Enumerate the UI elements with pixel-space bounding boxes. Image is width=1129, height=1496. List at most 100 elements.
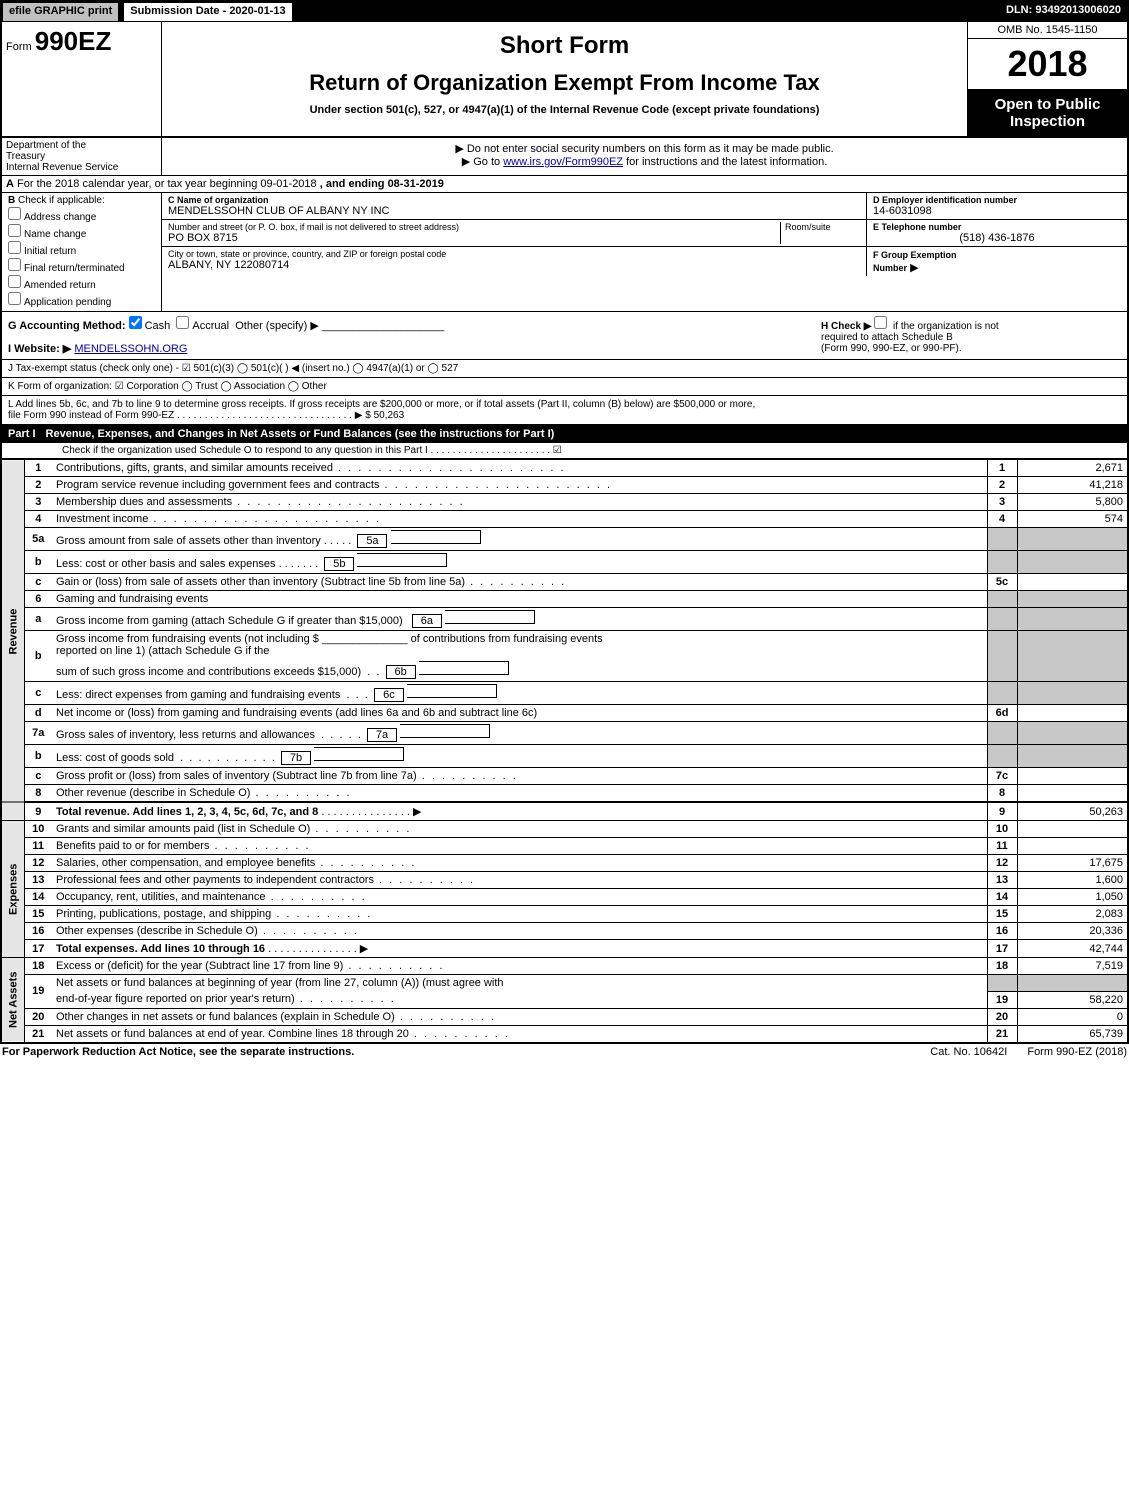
cb-h-schedule-b[interactable] xyxy=(874,316,887,329)
line-6d-num: d xyxy=(24,705,52,722)
block-bcdef: B Check if applicable: Address change Na… xyxy=(2,193,1127,312)
line-6a-desc: Gross income from gaming (attach Schedul… xyxy=(52,608,987,631)
line-14-num: 14 xyxy=(24,889,52,906)
line-3-desc: Membership dues and assessments xyxy=(52,494,987,511)
line-17-val: 42,744 xyxy=(1017,940,1127,958)
page-footer: For Paperwork Reduction Act Notice, see … xyxy=(0,1044,1129,1060)
instruction-goto: Go to www.irs.gov/Form990EZ for instruct… xyxy=(166,155,1123,168)
line-13-val: 1,600 xyxy=(1017,872,1127,889)
row-gh: G Accounting Method: Cash Accrual Other … xyxy=(2,312,1127,360)
department-label: Department of the Treasury Internal Reve… xyxy=(2,138,162,175)
line-1-desc: Contributions, gifts, grants, and simila… xyxy=(52,460,987,477)
line-20-desc: Other changes in net assets or fund bala… xyxy=(52,1008,987,1025)
line-19-num: 19 xyxy=(24,975,52,1009)
line-16-val: 20,336 xyxy=(1017,923,1127,940)
line-13-box: 13 xyxy=(987,872,1017,889)
cb-address-change[interactable]: Address change xyxy=(8,207,155,223)
h-check-block: H Check ▶ if the organization is not req… xyxy=(821,316,1121,355)
cb-accrual[interactable] xyxy=(176,316,189,329)
g-other: Other (specify) ▶ xyxy=(235,320,319,332)
goto-post: for instructions and the latest informat… xyxy=(626,156,827,168)
address-city-block: City or town, state or province, country… xyxy=(162,247,867,276)
line-18-desc: Excess or (deficit) for the year (Subtra… xyxy=(52,958,987,975)
line-21-val: 65,739 xyxy=(1017,1025,1127,1042)
line-7a-num: 7a xyxy=(24,722,52,745)
line-6b-num: b xyxy=(24,631,52,682)
dept-line1: Department of the xyxy=(6,140,157,151)
addr-label: Number and street (or P. O. box, if mail… xyxy=(168,222,780,232)
line-1-val: 2,671 xyxy=(1017,460,1127,477)
line-6d-val xyxy=(1017,705,1127,722)
form-header: Form 990EZ Short Form Return of Organiza… xyxy=(2,22,1127,138)
line-17-num: 17 xyxy=(24,940,52,958)
row-a-ending: , and ending 08-31-2019 xyxy=(320,178,444,190)
cb-amended-return[interactable]: Amended return xyxy=(8,275,155,291)
cb-application-pending[interactable]: Application pending xyxy=(8,292,155,308)
line-17-box: 17 xyxy=(987,940,1017,958)
line-9-val: 50,263 xyxy=(1017,802,1127,821)
cb-cash[interactable] xyxy=(129,316,142,329)
line-14-desc: Occupancy, rent, utilities, and maintena… xyxy=(52,889,987,906)
line-2-val: 41,218 xyxy=(1017,477,1127,494)
line-19-desc-2: end-of-year figure reported on prior yea… xyxy=(52,991,987,1008)
line-5a-val-grey xyxy=(1017,528,1127,551)
cb-name-change[interactable]: Name change xyxy=(8,224,155,240)
open-to-public-badge: Open to Public Inspection xyxy=(968,90,1127,136)
line-15-box: 15 xyxy=(987,906,1017,923)
efile-print-button[interactable]: efile GRAPHIC print xyxy=(2,2,119,22)
line-7c-box: 7c xyxy=(987,768,1017,785)
line-3-val: 5,800 xyxy=(1017,494,1127,511)
line-11-val xyxy=(1017,838,1127,855)
line-13-desc: Professional fees and other payments to … xyxy=(52,872,987,889)
line-2-desc: Program service revenue including govern… xyxy=(52,477,987,494)
c-org-name-block: C Name of organization MENDELSSOHN CLUB … xyxy=(162,193,867,219)
line-18-box: 18 xyxy=(987,958,1017,975)
expenses-category-label: Expenses xyxy=(2,821,24,958)
line-2-box: 2 xyxy=(987,477,1017,494)
line-1-box: 1 xyxy=(987,460,1017,477)
line-12-num: 12 xyxy=(24,855,52,872)
irs-link[interactable]: www.irs.gov/Form990EZ xyxy=(503,156,623,168)
cb-initial-return[interactable]: Initial return xyxy=(8,241,155,257)
line-5a-desc: Gross amount from sale of assets other t… xyxy=(52,528,987,551)
section-cdef: C Name of organization MENDELSSOHN CLUB … xyxy=(162,193,1127,311)
line-8-desc: Other revenue (describe in Schedule O) xyxy=(52,785,987,803)
line-10-box: 10 xyxy=(987,821,1017,838)
line-12-box: 12 xyxy=(987,855,1017,872)
row-k-form-org: K Form of organization: ☑ Corporation ◯ … xyxy=(2,378,1127,396)
tax-year: 2018 xyxy=(968,39,1127,90)
form-container: efile GRAPHIC print Submission Date - 20… xyxy=(0,0,1129,1044)
line-16-num: 16 xyxy=(24,923,52,940)
website-link[interactable]: MENDELSSOHN.ORG xyxy=(74,343,187,355)
row-j-tax-exempt: J Tax-exempt status (check only one) - ☑… xyxy=(2,360,1127,378)
line-16-desc: Other expenses (describe in Schedule O) xyxy=(52,923,987,940)
line-17-desc: Total expenses. Add lines 10 through 16 … xyxy=(52,940,987,958)
footer-cat-no: Cat. No. 10642I xyxy=(910,1046,1027,1058)
cb-final-return[interactable]: Final return/terminated xyxy=(8,258,155,274)
form-number: 990EZ xyxy=(35,26,112,56)
line-1-num: 1 xyxy=(24,460,52,477)
line-20-box: 20 xyxy=(987,1008,1017,1025)
line-20-num: 20 xyxy=(24,1008,52,1025)
line-9-desc: Total revenue. Add lines 1, 2, 3, 4, 5c,… xyxy=(52,802,987,821)
header-mid: Short Form Return of Organization Exempt… xyxy=(162,22,967,136)
dept-line2: Treasury xyxy=(6,151,157,162)
line-4-desc: Investment income xyxy=(52,511,987,528)
f-group-exemption-block: F Group Exemption Number ▶ xyxy=(867,247,1127,276)
line-9-box: 9 xyxy=(987,802,1017,821)
addr-value: PO BOX 8715 xyxy=(168,232,780,244)
line-19-val: 58,220 xyxy=(1017,991,1127,1008)
line-19-desc-1: Net assets or fund balances at beginning… xyxy=(52,975,987,992)
line-14-val: 1,050 xyxy=(1017,889,1127,906)
line-6d-box: 6d xyxy=(987,705,1017,722)
submission-date-label: Submission Date - 2020-01-13 xyxy=(123,2,292,22)
line-7a-desc: Gross sales of inventory, less returns a… xyxy=(52,722,987,745)
line-13-num: 13 xyxy=(24,872,52,889)
line-3-box: 3 xyxy=(987,494,1017,511)
short-form-title: Short Form xyxy=(170,32,959,60)
line-9-num: 9 xyxy=(24,802,52,821)
line-6a-num: a xyxy=(24,608,52,631)
dept-instruction-row: Department of the Treasury Internal Reve… xyxy=(2,138,1127,176)
d-label: D Employer identification number xyxy=(873,195,1121,205)
f-label: F Group Exemption xyxy=(873,250,957,260)
